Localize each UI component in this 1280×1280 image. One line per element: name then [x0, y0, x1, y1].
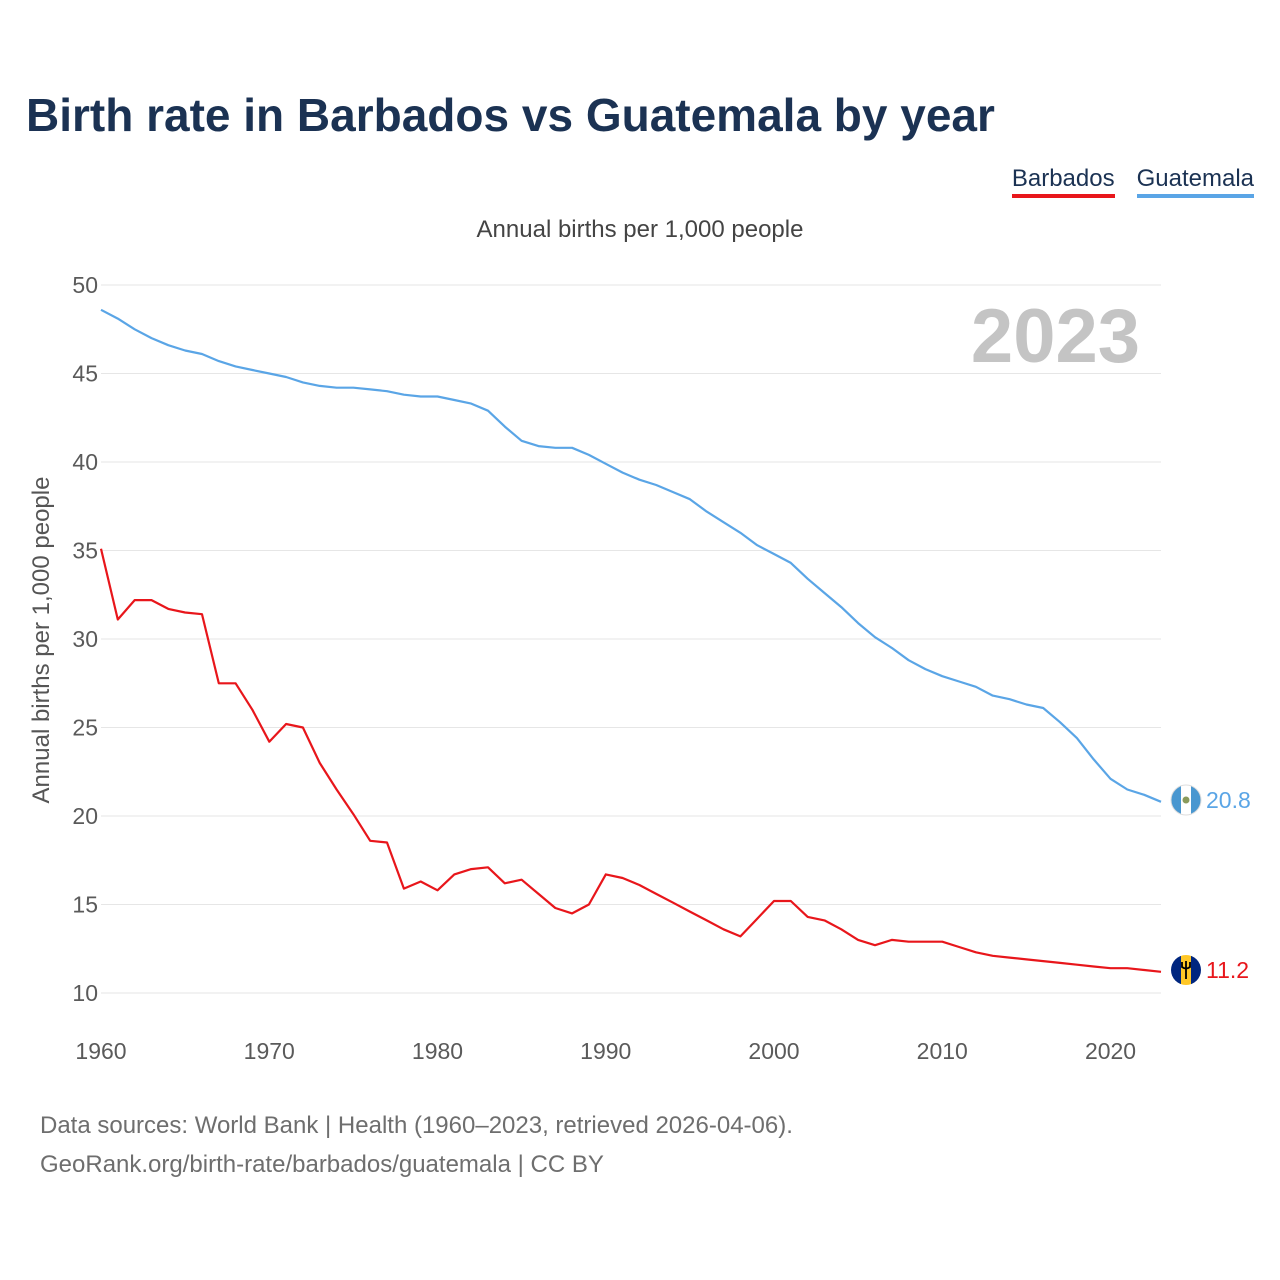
y-tick-label: 30 — [72, 626, 98, 652]
series-line-guatemala[interactable] — [100, 308, 1162, 803]
y-tick-label: 20 — [72, 803, 98, 829]
chart-title: Birth rate in Barbados vs Guatemala by y… — [26, 89, 995, 141]
source-line-1: Data sources: World Bank | Health (1960–… — [40, 1112, 793, 1139]
x-tick-label: 2020 — [1085, 1038, 1136, 1064]
end-label-barbados: 11.2 — [1206, 957, 1249, 983]
y-tick-label: 40 — [72, 449, 98, 475]
y-tick-label: 50 — [72, 272, 98, 298]
x-tick-label: 1990 — [580, 1038, 631, 1064]
x-axis-ticks: 1960 1970 1980 1990 2000 2010 2020 — [75, 1038, 1136, 1064]
y-tick-label: 25 — [72, 715, 98, 741]
x-tick-label: 2000 — [748, 1038, 799, 1064]
legend: Barbados Guatemala — [1011, 166, 1254, 198]
series-lines — [99, 308, 1162, 973]
chart-subtitle: Annual births per 1,000 people — [476, 216, 804, 243]
series-line-barbados[interactable] — [99, 548, 1162, 973]
x-tick-label: 1970 — [244, 1038, 295, 1064]
y-tick-label: 10 — [72, 980, 98, 1006]
guatemala-flag-icon — [1170, 784, 1202, 816]
x-tick-label: 1980 — [412, 1038, 463, 1064]
end-label-guatemala: 20.8 — [1206, 787, 1251, 813]
end-markers: 20.8 11.2 — [1170, 784, 1251, 985]
y-tick-label: 15 — [72, 892, 98, 918]
y-tick-label: 45 — [72, 361, 98, 387]
y-tick-label: 35 — [72, 538, 98, 564]
y-axis-ticks: 10 15 20 25 30 35 40 45 50 — [72, 272, 98, 1006]
data-source: Data sources: World Bank | Health (1960–… — [40, 1106, 793, 1184]
gridlines — [101, 284, 1161, 994]
source-line-2[interactable]: GeoRank.org/birth-rate/barbados/guatemal… — [40, 1151, 604, 1178]
barbados-flag-icon — [1171, 955, 1201, 985]
year-watermark: 2023 — [971, 294, 1140, 379]
x-tick-label: 2010 — [917, 1038, 968, 1064]
x-tick-label: 1960 — [75, 1038, 126, 1064]
legend-item-guatemala[interactable]: Guatemala — [1136, 166, 1254, 198]
legend-item-barbados[interactable]: Barbados — [1011, 166, 1115, 198]
